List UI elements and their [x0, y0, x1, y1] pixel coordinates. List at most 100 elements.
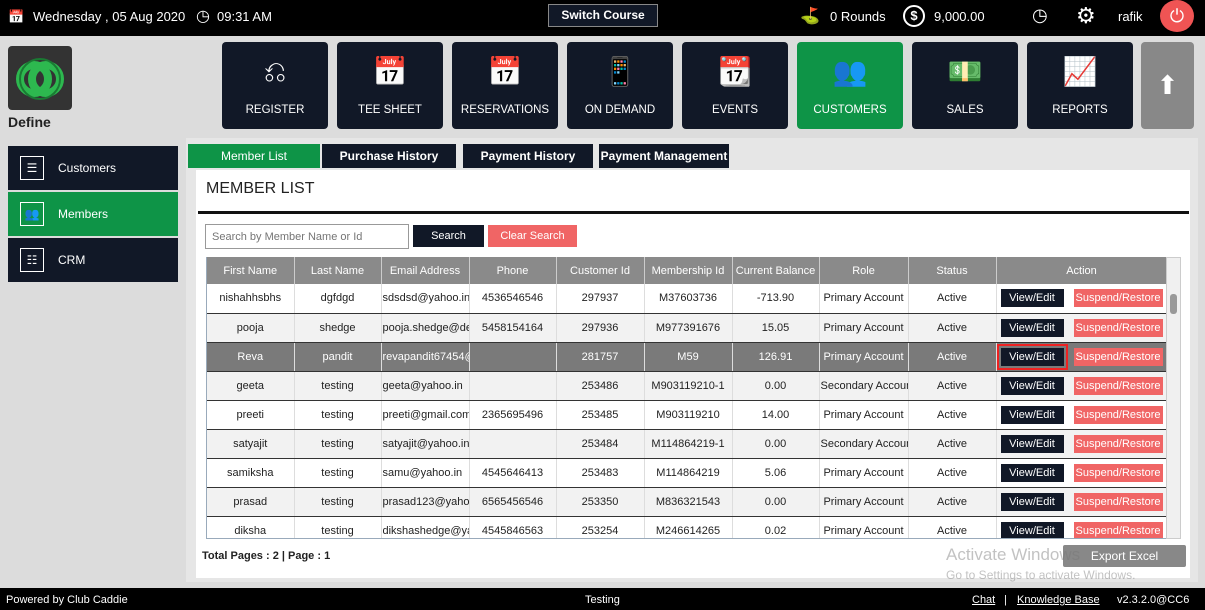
suspend-restore-button[interactable]: Suspend/Restore [1073, 376, 1163, 395]
watermark-title: Activate Windows [946, 545, 1081, 564]
nav-customers[interactable]: 👥 CUSTOMERS [797, 42, 903, 129]
column-header[interactable]: Action [996, 257, 1166, 284]
table-cell: 297936 [556, 313, 645, 343]
suspend-restore-button[interactable]: Suspend/Restore [1073, 289, 1163, 308]
logo [8, 46, 72, 110]
export-excel-button[interactable]: Export Excel [1063, 545, 1186, 567]
user-name[interactable]: rafik [1118, 9, 1143, 24]
table-row[interactable]: preeti testing preeti@gmail.com 2365695496 2… [207, 400, 1166, 430]
column-header[interactable]: Email Address [381, 257, 470, 284]
table-cell: 253485 [556, 400, 645, 430]
scrollbar-thumb[interactable] [1170, 294, 1177, 314]
view-edit-button[interactable]: View/Edit [1000, 376, 1064, 395]
table-cell: M37603736 [644, 284, 733, 314]
power-logout-button[interactable]: ⏻ [1160, 0, 1194, 32]
nav-label: SALES [946, 104, 984, 116]
table-cell: pooja [207, 313, 295, 343]
tab-member-list[interactable]: Member List [188, 144, 320, 168]
view-edit-button[interactable]: View/Edit [1000, 434, 1064, 453]
table-cell: 5.06 [732, 458, 820, 488]
table-scrollbar[interactable] [1166, 257, 1181, 539]
nav-sales[interactable]: 💵 SALES [912, 42, 1018, 129]
column-header[interactable]: Role [819, 257, 909, 284]
nav-label: RESERVATIONS [460, 104, 550, 116]
table-cell: 253254 [556, 516, 645, 538]
nav-on-demand[interactable]: 📱 ON DEMAND [567, 42, 673, 129]
suspend-restore-button[interactable]: Suspend/Restore [1073, 492, 1163, 511]
view-edit-button[interactable]: View/Edit [1000, 463, 1064, 482]
history-clock-icon[interactable]: ◷ [1032, 5, 1048, 25]
table-row[interactable]: samiksha testing samu@yahoo.in 4545646413 25… [207, 458, 1166, 488]
table-row[interactable]: nishahhsbhs dgfdgd sdsdsd@yahoo.in 45365465… [207, 284, 1166, 314]
table-cell: samiksha [207, 458, 295, 488]
table-row[interactable]: pooja shedge pooja.shedge@def 5458154164 297… [207, 313, 1166, 343]
suspend-restore-button[interactable]: Suspend/Restore [1073, 434, 1163, 453]
view-edit-button[interactable]: View/Edit [996, 343, 1068, 370]
tab-payment-history[interactable]: Payment History [463, 144, 593, 168]
table-cell: Active [908, 516, 997, 538]
view-edit-button[interactable]: View/Edit [1000, 405, 1064, 424]
table-cell: 253483 [556, 458, 645, 488]
sidebar-item-crm[interactable]: ☷ CRM [8, 238, 178, 282]
gear-icon[interactable]: ⚙ [1076, 3, 1096, 28]
table-row[interactable]: dikshatestingdikshashedge@yah45458465632… [207, 516, 1166, 538]
column-header[interactable]: Customer Id [556, 257, 645, 284]
view-edit-button[interactable]: View/Edit [1000, 289, 1064, 308]
version-text: v2.3.2.0@CC6 [1117, 594, 1190, 606]
table-cell: revapandit67454@ [381, 342, 470, 372]
suspend-restore-button[interactable]: Suspend/Restore [1073, 318, 1163, 337]
column-header[interactable]: Last Name [294, 257, 382, 284]
switch-course-button[interactable]: Switch Course [548, 4, 658, 27]
nav-register[interactable]: ⎌ REGISTER [222, 42, 328, 129]
balance-text: 9,000.00 [934, 9, 985, 24]
table-row[interactable]: prasad testing prasad123@yahoo 6565456546 25… [207, 487, 1166, 517]
table-row[interactable]: geeta testing geeta@yahoo.in 253486 M9031192… [207, 371, 1166, 401]
table-cell: Primary Account [819, 487, 909, 517]
suspend-restore-button[interactable]: Suspend/Restore [1073, 463, 1163, 482]
table-cell: Secondary Account [819, 429, 909, 459]
tab-purchase-history[interactable]: Purchase History [322, 144, 456, 168]
table-cell: 4536546546 [469, 284, 557, 314]
footer-bar: Powered by Club Caddie Testing Chat | Kn… [0, 588, 1205, 610]
suspend-restore-button[interactable]: Suspend/Restore [1073, 521, 1163, 538]
member-table: First Name Last Name Email Address Phone Cus… [206, 257, 1166, 539]
table-cell: prasad123@yahoo [381, 487, 470, 517]
table-cell: 15.05 [732, 313, 820, 343]
nav-tee-sheet[interactable]: 📅 TEE SHEET [337, 42, 443, 129]
table-cell: 253486 [556, 371, 645, 401]
table-row[interactable]: Reva pandit revapandit67454@ 281757 M59 126.9… [207, 342, 1166, 372]
mobile-user-icon: 📱 [602, 56, 638, 87]
table-cell: 253350 [556, 487, 645, 517]
column-header[interactable]: Current Balance [732, 257, 820, 284]
nav-reports[interactable]: 📈 REPORTS [1027, 42, 1133, 129]
suspend-restore-button[interactable]: Suspend/Restore [1073, 347, 1163, 366]
search-input[interactable] [205, 224, 409, 249]
nav-events[interactable]: 📆 EVENTS [682, 42, 788, 129]
watermark-subtitle: Go to Settings to activate Windows. [946, 568, 1136, 582]
view-edit-button[interactable]: View/Edit [1000, 492, 1064, 511]
clear-search-button[interactable]: Clear Search [488, 225, 577, 247]
sidebar-item-customers[interactable]: ☰ Customers [8, 146, 178, 190]
table-cell: 253484 [556, 429, 645, 459]
tab-payment-management[interactable]: Payment Management [599, 144, 729, 168]
column-header[interactable]: Status [908, 257, 997, 284]
users-icon: 👥 [20, 202, 44, 226]
table-cell: Primary Account [819, 342, 909, 372]
chat-link[interactable]: Chat [972, 594, 996, 606]
action-cell: View/Edit Suspend/Restore [996, 516, 1166, 538]
column-header[interactable]: Membership Id [644, 257, 733, 284]
table-row[interactable]: satyajit testing satyajit@yahoo.in 253484 M1… [207, 429, 1166, 459]
suspend-restore-button[interactable]: Suspend/Restore [1073, 405, 1163, 424]
table-cell: Primary Account [819, 400, 909, 430]
search-button[interactable]: Search [413, 225, 484, 247]
report-icon: 📈 [1062, 56, 1098, 87]
table-cell: 14.00 [732, 400, 820, 430]
view-edit-button[interactable]: View/Edit [1000, 318, 1064, 337]
knowledge-base-link[interactable]: Knowledge Base [1017, 594, 1100, 606]
column-header[interactable]: First Name [207, 257, 295, 284]
view-edit-button[interactable]: View/Edit [1000, 521, 1064, 538]
nav-reservations[interactable]: 📅 RESERVATIONS [452, 42, 558, 129]
scroll-up-button[interactable]: ⬆ [1141, 42, 1194, 129]
column-header[interactable]: Phone [469, 257, 557, 284]
sidebar-item-members[interactable]: 👥 Members [8, 192, 178, 236]
